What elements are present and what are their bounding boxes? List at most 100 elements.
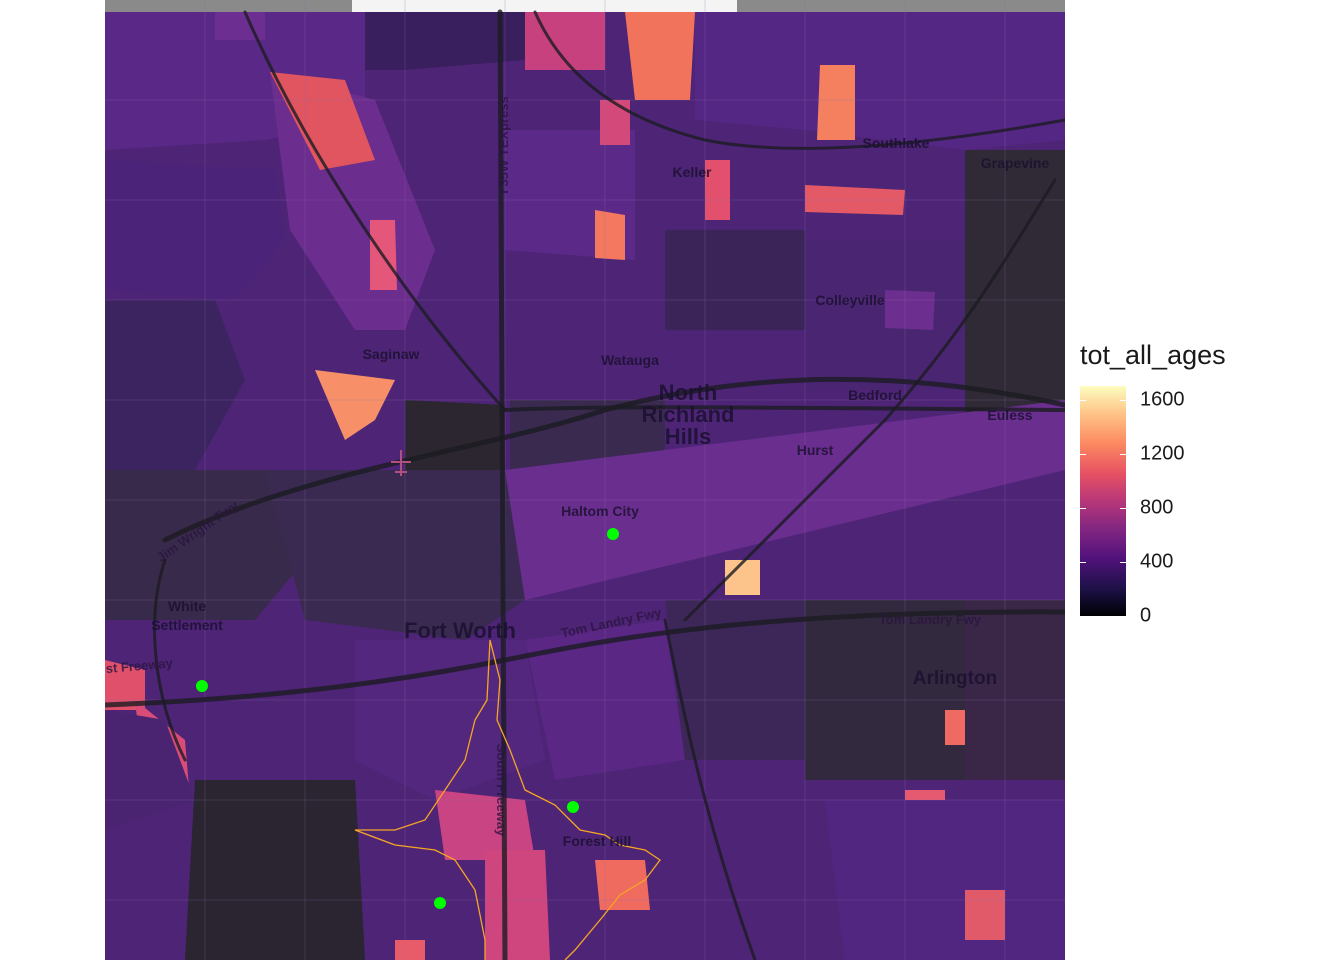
- census-tract: [805, 185, 905, 215]
- point-marker[interactable]: [607, 528, 619, 540]
- census-tract: [185, 780, 365, 960]
- place-label: Arlington: [913, 668, 997, 689]
- legend-tick: [1080, 561, 1086, 563]
- legend-label: 0: [1140, 604, 1152, 627]
- legend-tick: [1120, 561, 1126, 563]
- highway: [533, 10, 1065, 150]
- place-label: Forest Hill: [563, 833, 631, 849]
- tract-boundary: [105, 99, 1065, 901]
- census-tract: [665, 230, 805, 330]
- census-tract: [595, 860, 650, 910]
- census-tract: [265, 470, 525, 640]
- census-tract: [665, 780, 845, 960]
- legend-tick: [1120, 616, 1126, 617]
- census-tract: [885, 290, 935, 330]
- legend-label: 1600: [1140, 388, 1185, 411]
- census-tract: [105, 160, 285, 300]
- legend-tick: [1120, 507, 1126, 509]
- place-label: Euless: [987, 407, 1032, 423]
- legend-tick: [1080, 399, 1086, 401]
- census-tract: [510, 400, 665, 470]
- basemap-strip: [105, 0, 352, 12]
- legend-tick: [1120, 453, 1126, 455]
- legend-tick: [1080, 616, 1086, 617]
- census-tract: [965, 600, 1065, 780]
- place-labels: Keller Southlake Grapevine Colleyville Sagin…: [151, 135, 1049, 849]
- legend: tot_all_ages 1600 1200 800 400 0: [1078, 340, 1328, 640]
- census-tract: [965, 890, 1005, 940]
- census-tract: [625, 12, 695, 100]
- census-tract: [505, 400, 1065, 600]
- highway: [162, 376, 1065, 543]
- place-label: Haltom City: [561, 503, 639, 519]
- road-label: Tom Landry Fwy: [879, 612, 982, 627]
- census-tract: [525, 620, 685, 780]
- point-marker[interactable]: [196, 680, 208, 692]
- highway: [503, 405, 1065, 412]
- place-label: Southlake: [863, 135, 930, 151]
- highways: [105, 9, 1065, 960]
- place-label: Watauga: [601, 352, 659, 368]
- census-tract: [395, 940, 425, 960]
- census-tract: [600, 100, 630, 145]
- census-tract: [365, 12, 525, 70]
- point-marker[interactable]: [567, 801, 579, 813]
- census-tract: [105, 300, 245, 470]
- census-tract: [965, 150, 1065, 420]
- legend-tick: [1080, 507, 1086, 509]
- census-tract: [485, 850, 550, 960]
- point-markers[interactable]: [196, 528, 619, 909]
- census-tract: [817, 65, 855, 140]
- basemap-strip: [352, 0, 737, 12]
- census-tract: [105, 470, 305, 620]
- census-tract: [270, 72, 375, 170]
- census-tract: [825, 800, 1065, 960]
- place-label: Fort Worth: [404, 618, 516, 643]
- place-label: Hurst: [797, 442, 834, 458]
- tract-boundary: [204, 0, 1006, 960]
- place-label: North Richland Hills: [642, 380, 735, 449]
- census-tracts: [105, 12, 1065, 960]
- census-tract: [525, 12, 605, 70]
- census-tract: [105, 660, 145, 710]
- road-label: South Freeway: [494, 744, 509, 837]
- highway: [153, 558, 187, 762]
- highway: [105, 609, 1065, 708]
- census-tract: [595, 210, 625, 260]
- census-tract: [705, 160, 730, 220]
- airport-icon: [391, 450, 411, 476]
- legend-tick: [1080, 453, 1086, 455]
- boundary-outline: [354, 639, 661, 960]
- tract-boundaries: [105, 0, 1065, 960]
- legend-tick: [1120, 399, 1126, 401]
- census-tract: [215, 12, 265, 40]
- legend-label: 400: [1140, 550, 1174, 573]
- choropleth-map[interactable]: Keller Southlake Grapevine Colleyville Sagin…: [105, 0, 1065, 960]
- census-tract: [695, 12, 1065, 150]
- census-tract: [725, 560, 760, 595]
- legend-colorbar: [1080, 386, 1126, 616]
- map-panel[interactable]: Keller Southlake Grapevine Colleyville Sagin…: [105, 0, 1065, 960]
- place-label: Keller: [673, 164, 712, 180]
- legend-label: 1200: [1140, 442, 1185, 465]
- census-tract: [315, 370, 395, 440]
- road-label: I 35W TEXpress: [496, 96, 511, 194]
- place-label: Bedford: [848, 387, 902, 403]
- place-label: White Settlement: [151, 598, 223, 633]
- highway: [497, 9, 508, 960]
- basemap-strip: [737, 0, 1065, 12]
- legend-title: tot_all_ages: [1080, 340, 1226, 370]
- highway: [683, 178, 1057, 622]
- census-tract: [805, 600, 965, 780]
- census-tract: [665, 600, 805, 760]
- highway: [243, 10, 507, 412]
- census-tract: [105, 710, 195, 830]
- highway: [663, 618, 757, 960]
- place-label: Colleyville: [815, 292, 884, 308]
- place-label: Saginaw: [363, 346, 420, 362]
- point-marker[interactable]: [434, 897, 446, 909]
- airport-icon: [391, 450, 411, 476]
- census-tract: [435, 790, 535, 860]
- legend-label: 800: [1140, 496, 1174, 519]
- place-label: Grapevine: [981, 155, 1050, 171]
